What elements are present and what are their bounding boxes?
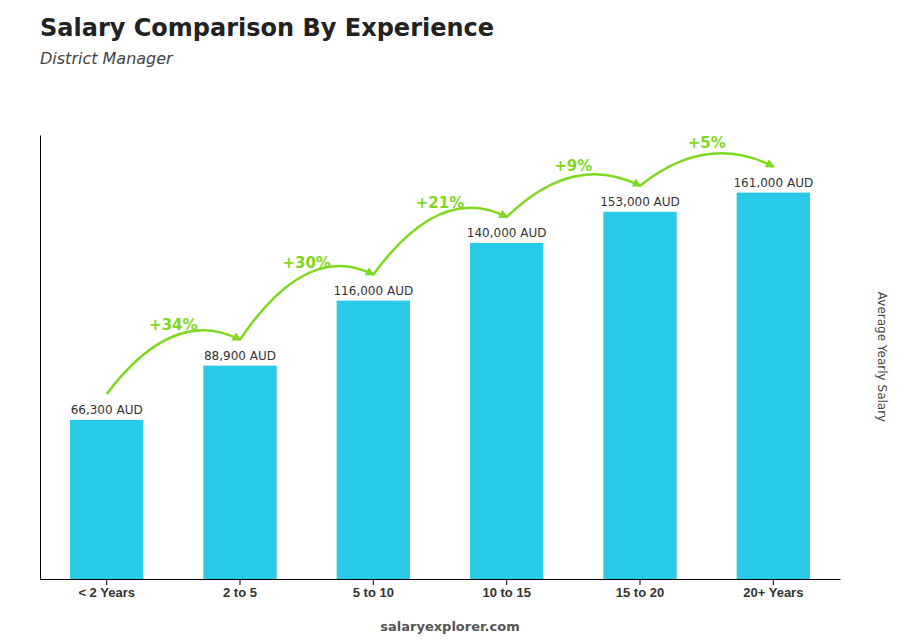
x-tick: < 2 Years [78,579,135,600]
y-axis-title: Average Yearly Salary [875,292,889,422]
annotations: +34% +30% +21% +9% +5% [107,134,774,393]
data-label: 88,900 AUD [204,349,276,363]
data-label: 153,000 AUD [600,195,680,209]
growth-arrow [507,174,640,217]
x-tick-mark [506,579,507,585]
x-tick: 2 to 5 [223,579,257,600]
title: Salary Comparison By Experience [40,14,494,42]
bar [337,301,410,579]
x-tick-mark [106,579,107,585]
x-tick-label: 15 to 20 [616,585,664,600]
subtitle: District Manager [40,49,174,68]
x-axis: < 2 Years 2 to 5 5 to 10 10 to 15 15 to 20 20… [41,579,841,600]
bar [70,420,143,579]
data-labels: 66,300 AUD 88,900 AUD 116,000 AUD 140,000 A… [71,176,814,417]
growth-arrow [240,266,373,340]
x-tick-mark [240,579,241,585]
data-label: 161,000 AUD [733,176,813,190]
bar [737,193,810,579]
x-tick-label: 2 to 5 [223,585,257,600]
data-label: 116,000 AUD [333,284,413,298]
plot: < 2 Years 2 to 5 5 to 10 10 to 15 15 to 20 20… [41,134,841,600]
annotation: +9% [554,157,592,175]
x-tick: 15 to 20 [616,579,664,600]
data-label: 140,000 AUD [467,226,547,240]
x-tick-mark [773,579,774,585]
growth-arrow [373,208,506,275]
y-axis-line [40,136,41,580]
growth-arrow [107,330,240,394]
chart: Salary Comparison By Experience District … [0,0,900,641]
annotation: +30% [282,254,330,272]
x-tick: 10 to 15 [482,579,530,600]
x-tick-label: 20+ Years [743,585,803,600]
annotation: +21% [416,194,464,212]
x-axis-line [41,579,841,580]
y-axis [40,136,41,580]
x-tick: 5 to 10 [353,579,394,600]
x-tick-label: 5 to 10 [353,585,394,600]
x-tick-mark [640,579,641,585]
x-tick-label: < 2 Years [78,585,135,600]
growth-arrow [640,153,773,185]
annotation: +34% [149,316,197,334]
x-tick: 20+ Years [743,579,803,600]
data-label: 66,300 AUD [71,403,143,417]
x-tick-mark [373,579,374,585]
footer: salaryexplorer.com [380,619,519,634]
annotation: +5% [688,134,726,152]
bar [203,366,276,579]
x-tick-label: 10 to 15 [482,585,530,600]
bar [470,243,543,579]
bar [603,212,676,579]
bars [70,193,810,579]
